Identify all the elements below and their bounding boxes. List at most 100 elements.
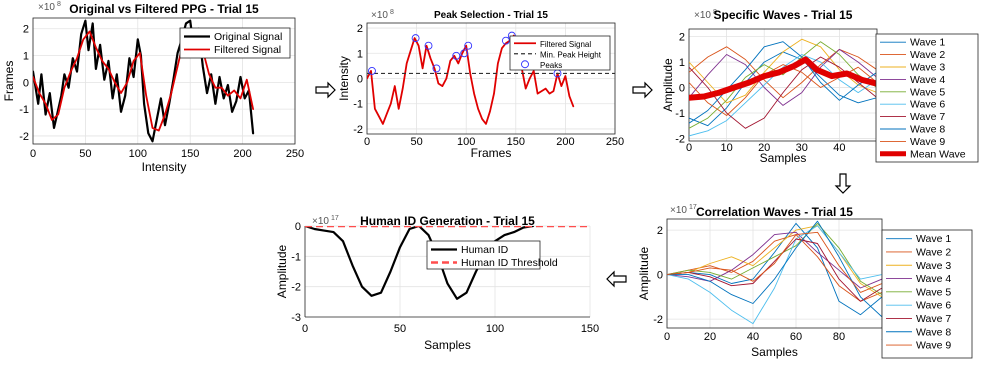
legend-label: Wave 2 xyxy=(916,246,951,258)
axis-exponent-power: 17 xyxy=(331,215,339,222)
y-tick-label: 1 xyxy=(357,48,363,60)
legend-label: Wave 3 xyxy=(916,260,951,272)
x-axis-label: Samples xyxy=(760,151,807,165)
peak-marker xyxy=(432,64,441,73)
flow-arrows xyxy=(315,81,852,288)
x-tick-label: 0 xyxy=(302,323,308,335)
x-tick-label: 30 xyxy=(796,142,808,154)
peak-marker xyxy=(452,51,461,60)
legend-label: Wave 6 xyxy=(916,300,951,312)
grid xyxy=(304,225,591,318)
y-tick-label: -2 xyxy=(653,314,663,326)
peak-marker xyxy=(501,36,510,45)
legend-box xyxy=(509,35,611,71)
peak-marker xyxy=(464,41,473,50)
y-tick-label: -2 xyxy=(291,282,301,294)
y-tick-label: 2 xyxy=(357,23,363,35)
y-axis-label: Amplitude xyxy=(661,58,675,112)
legend-label: Wave 9 xyxy=(910,136,945,148)
x-tick-label: 200 xyxy=(233,148,251,160)
y-tick-label: -2 xyxy=(353,124,363,136)
axis-exponent: ×10 xyxy=(312,216,329,227)
legend-label: Min. Peak Height xyxy=(540,50,602,59)
x-tick-label: 10 xyxy=(720,142,732,154)
plot-area xyxy=(689,38,877,137)
y-axis-label: Intensity xyxy=(337,56,351,101)
chart-title: Specific Waves - Trial 15 xyxy=(714,8,853,22)
series-wave-4 xyxy=(689,48,877,106)
series-wave-1 xyxy=(667,222,882,316)
legend-box xyxy=(179,27,291,59)
axis-exponent-power: 8 xyxy=(57,1,61,8)
x-tick-label: 250 xyxy=(286,148,304,160)
legend-label: Original Signal xyxy=(214,31,282,43)
y-tick-label: -2 xyxy=(675,133,685,145)
x-tick-label: 80 xyxy=(833,331,845,343)
y-tick-label: 1 xyxy=(23,51,29,63)
legend-label: Filtered Signal xyxy=(540,40,591,49)
legend-label: Wave 9 xyxy=(916,340,951,352)
arrow-left-icon xyxy=(606,270,627,288)
series-wave-2 xyxy=(667,234,882,302)
legend-swatch xyxy=(521,60,529,69)
axis-exponent: ×10 xyxy=(38,2,55,13)
legend-label: Wave 4 xyxy=(910,74,945,86)
plot-area xyxy=(667,220,882,325)
legend-label: Filtered Signal xyxy=(214,44,281,56)
series-wave-8 xyxy=(689,41,877,124)
legend-box xyxy=(875,33,979,163)
series-wave-6 xyxy=(667,225,882,325)
y-axis-label: Frames xyxy=(2,61,16,102)
y-tick-label: 2 xyxy=(657,225,663,237)
chart-title: Human ID Generation - Trial 15 xyxy=(360,214,535,228)
x-tick-label: 100 xyxy=(486,323,504,335)
axis-exponent-power: 8 xyxy=(713,9,717,16)
series-wave-9 xyxy=(667,231,882,293)
y-tick-label: 2 xyxy=(679,32,685,44)
x-tick-label: 0 xyxy=(686,142,692,154)
y-tick-label: -1 xyxy=(19,104,29,116)
x-axis-label: Frames xyxy=(471,146,512,160)
series-wave-7 xyxy=(667,238,882,302)
legend-label: Wave 1 xyxy=(910,37,945,49)
legend-label: Wave 8 xyxy=(916,326,951,338)
y-axis-label: Amplitude xyxy=(275,245,289,299)
x-tick-label: 60 xyxy=(790,331,802,343)
legend-label: Human ID xyxy=(461,244,509,256)
chart-title: Correlation Waves - Trial 15 xyxy=(696,205,853,219)
x-tick-label: 40 xyxy=(747,331,759,343)
axis-exponent: ×10 xyxy=(670,205,687,216)
arrow-right-1-icon xyxy=(315,81,336,99)
legend-label: Wave 7 xyxy=(910,111,945,123)
axis-exponent-power: 17 xyxy=(689,204,697,211)
x-axis-label: Samples xyxy=(751,345,798,359)
arrow-right-2-icon xyxy=(632,81,653,99)
y-tick-label: -1 xyxy=(291,251,301,263)
legend-label: Wave 5 xyxy=(916,286,951,298)
x-tick-label: 100 xyxy=(457,136,475,148)
x-tick-label: 150 xyxy=(507,136,525,148)
chart-human_id: 0 50 100 150 0 -1 -2 -3 ×10 17 Human ID Generation… xyxy=(275,214,599,352)
series-wave-2 xyxy=(689,46,877,99)
arrow-down-icon xyxy=(834,173,852,194)
y-axis-label: Amplitude xyxy=(637,247,651,301)
legend-label: Wave 8 xyxy=(910,124,945,136)
y-tick-label: 0 xyxy=(657,270,663,282)
series-wave-4 xyxy=(667,231,882,289)
legend-label: Wave 1 xyxy=(916,233,951,245)
x-tick-label: 40 xyxy=(833,142,845,154)
x-tick-label: 0 xyxy=(364,136,370,148)
series-filtered-signal xyxy=(367,34,575,125)
grid xyxy=(688,29,877,141)
x-axis-label: Samples xyxy=(424,338,471,352)
x-tick-label: 0 xyxy=(30,148,36,160)
x-tick-label: 100 xyxy=(129,148,147,160)
series-wave-5 xyxy=(667,222,882,296)
axes-box xyxy=(688,28,878,142)
y-tick-label: 0 xyxy=(679,83,685,95)
